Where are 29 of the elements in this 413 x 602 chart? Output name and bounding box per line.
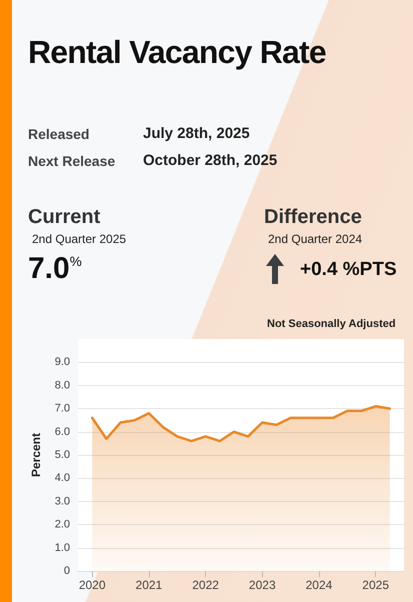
x-tick-label: 2023: [248, 578, 276, 592]
y-tick-label: 6.0: [54, 426, 70, 438]
y-tick-label: 4.0: [54, 472, 70, 484]
x-tick-label: 2021: [136, 578, 163, 592]
y-tick-label: 0: [64, 565, 70, 577]
y-axis-title: Percent: [29, 432, 43, 478]
text: 2nd Quarter 2025: [32, 232, 126, 246]
text: Released: [28, 126, 90, 142]
x-tick-label: 2022: [192, 578, 220, 592]
y-tick-label: 7.0: [54, 402, 70, 415]
x-tick-label: 2024: [306, 578, 333, 592]
text: July 28th, 2025: [143, 125, 250, 142]
y-tick-label: 3.0: [54, 495, 70, 508]
text: 7.0$^{%}$: [28, 252, 82, 286]
text: Next Release: [28, 153, 116, 169]
y-tick-label: 9.0: [54, 356, 70, 368]
text: Current: [28, 206, 100, 229]
text: October 28th, 2025: [143, 152, 278, 169]
text: +0.4 %PTS: [300, 259, 397, 281]
chart-title: Rental Vacancy Rate: [28, 34, 326, 71]
y-tick-label: 1.0: [54, 542, 70, 554]
y-tick-label: 8.0: [54, 379, 70, 392]
y-tick-label: 5.0: [54, 449, 70, 461]
text: 2nd Quarter 2024: [268, 232, 362, 246]
x-tick-label: 2020: [78, 578, 106, 592]
y-tick-label: 2.0: [54, 518, 70, 531]
text: Difference: [264, 206, 362, 229]
x-tick-label: 2025: [362, 578, 390, 592]
chart-subtitle: Not Seasonally Adjusted: [267, 318, 396, 330]
